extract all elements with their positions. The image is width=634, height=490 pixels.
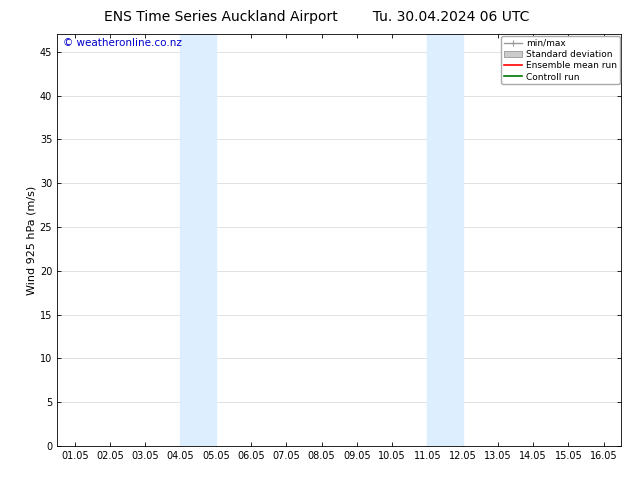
- Bar: [427, 34, 463, 446]
- Y-axis label: Wind 925 hPa (m/s): Wind 925 hPa (m/s): [27, 186, 37, 294]
- Text: © weatheronline.co.nz: © weatheronline.co.nz: [63, 38, 181, 49]
- Text: ENS Time Series Auckland Airport        Tu. 30.04.2024 06 UTC: ENS Time Series Auckland Airport Tu. 30.…: [105, 10, 529, 24]
- Legend: min/max, Standard deviation, Ensemble mean run, Controll run: min/max, Standard deviation, Ensemble me…: [501, 36, 619, 84]
- Bar: [181, 34, 216, 446]
